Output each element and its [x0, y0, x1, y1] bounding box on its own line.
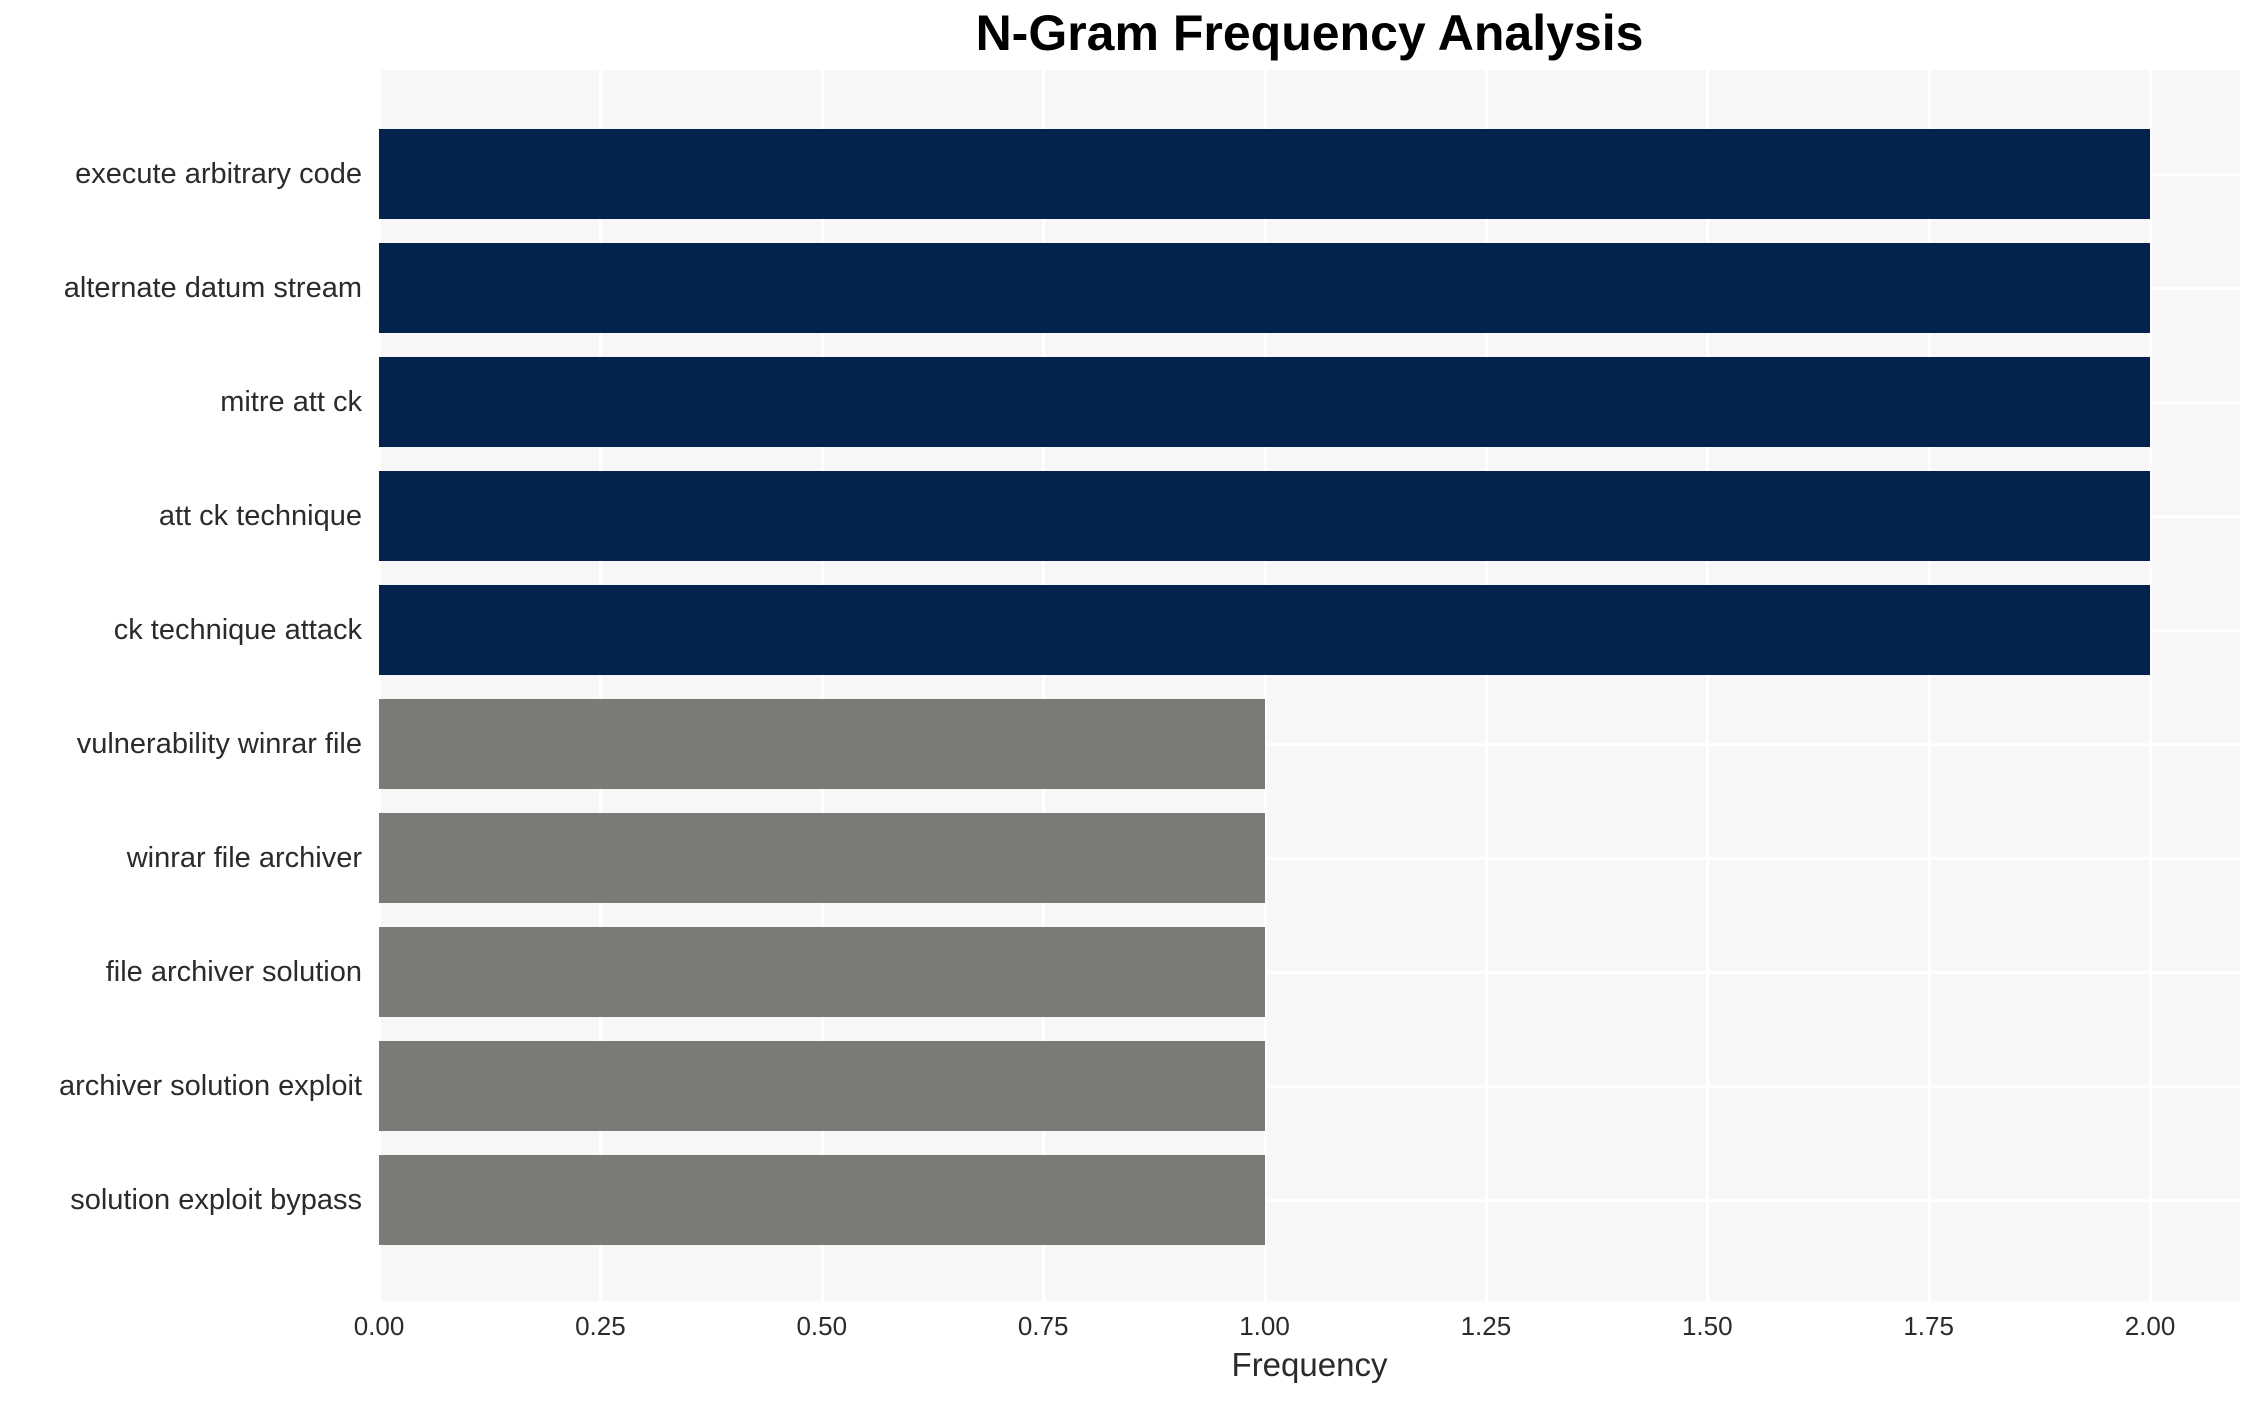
- y-label-att-ck-technique: att ck technique: [158, 500, 362, 532]
- gridline-x-0.25: [599, 70, 603, 1301]
- y-label-winrar-file-archiver: winrar file archiver: [126, 842, 362, 874]
- gridline-x-1.25: [1484, 70, 1488, 1301]
- x-tick-0.75: 0.75: [1017, 1311, 1069, 1341]
- gridline-y-8: [379, 1085, 2240, 1088]
- plot-area: [378, 70, 2240, 1301]
- x-tick-1.75: 1.75: [1903, 1311, 1954, 1341]
- gridline-x-1.00: [1263, 70, 1267, 1301]
- bar-file-archiver-solution: [379, 927, 1265, 1017]
- y-label-execute-arbitrary-code: execute arbitrary code: [75, 158, 362, 190]
- x-tick-0.25: 0.25: [575, 1311, 626, 1341]
- bar-archiver-solution-exploit: [379, 1041, 1265, 1131]
- x-tick-0.00: 0.00: [353, 1311, 405, 1341]
- y-label-alternate-datum-stream: alternate datum stream: [63, 272, 362, 304]
- gridline-x-1.75: [1927, 70, 1931, 1301]
- bar-vulnerability-winrar-file: [379, 699, 1265, 789]
- x-tick-0.50: 0.50: [796, 1311, 848, 1341]
- bar-execute-arbitrary-code: [379, 129, 2150, 219]
- gridline-y-5: [379, 743, 2240, 746]
- gridline-x-0.75: [1042, 70, 1046, 1301]
- y-label-archiver-solution-exploit: archiver solution exploit: [58, 1070, 362, 1102]
- gridline-y-9: [379, 1199, 2240, 1202]
- y-label-vulnerability-winrar-file: vulnerability winrar file: [76, 728, 362, 760]
- gridline-y-6: [379, 857, 2240, 860]
- bar-winrar-file-archiver: [379, 813, 1265, 903]
- x-tick-1.25: 1.25: [1460, 1311, 1512, 1341]
- bar-solution-exploit-bypass: [379, 1155, 1265, 1245]
- gridline-x-2.00: [2149, 70, 2152, 1301]
- y-label-solution-exploit-bypass: solution exploit bypass: [70, 1184, 362, 1216]
- y-label-mitre-att-ck: mitre att ck: [220, 386, 362, 418]
- gridline-x-0.00: [378, 70, 381, 1301]
- gridline-x-0.50: [820, 70, 824, 1301]
- x-tick-1.00: 1.00: [1239, 1311, 1290, 1341]
- y-label-file-archiver-solution: file archiver solution: [105, 956, 362, 988]
- y-label-ck-technique-attack: ck technique attack: [113, 614, 362, 646]
- bar-att-ck-technique: [379, 471, 2150, 561]
- gridline-y-7: [379, 971, 2240, 974]
- bar-alternate-datum-stream: [379, 243, 2150, 333]
- gridline-x-1.50: [1706, 70, 1710, 1301]
- x-axis-title: Frequency: [1231, 1346, 1388, 1383]
- bar-ck-technique-attack: [379, 585, 2150, 675]
- bar-mitre-att-ck: [379, 357, 2150, 447]
- chart-title: N-Gram Frequency Analysis: [975, 5, 1644, 61]
- x-tick-1.50: 1.50: [1681, 1311, 1733, 1341]
- x-tick-2.00: 2.00: [2124, 1311, 2176, 1341]
